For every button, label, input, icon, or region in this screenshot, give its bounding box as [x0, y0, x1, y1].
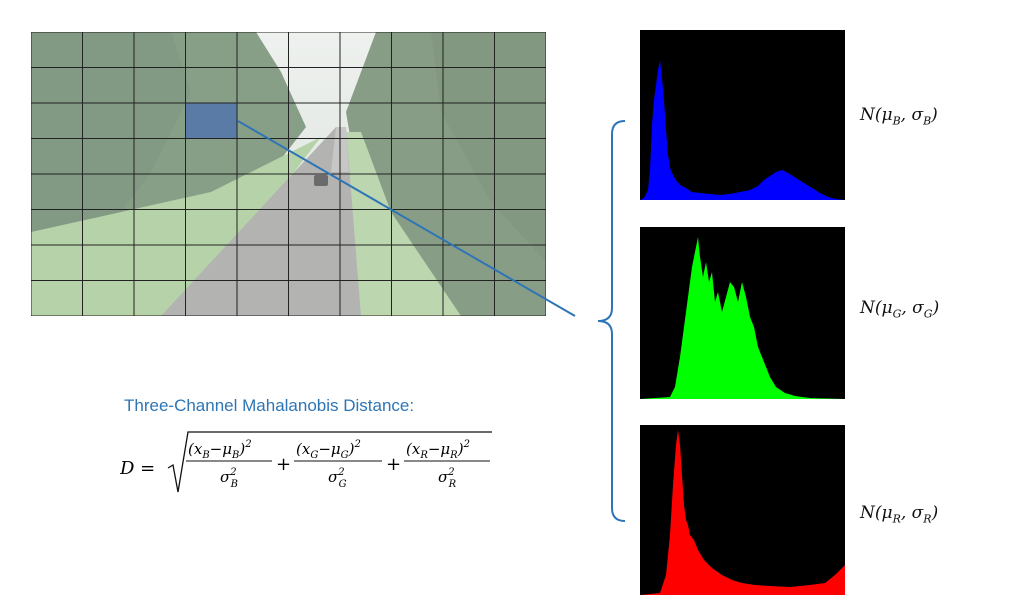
plus-2: + [386, 454, 401, 475]
svg-text:σ2G: σ2 G [328, 467, 347, 490]
formula-lhs: D = [120, 458, 155, 479]
blue-histogram-fill [640, 60, 845, 200]
channel-bracket [597, 120, 626, 522]
svg-text:(xR−μR)2: (xR−μR)2 [406, 439, 470, 461]
green-distribution-label: N(μG, σG) [860, 298, 940, 321]
car [314, 175, 328, 186]
mahalanobis-formula: D = (xB−μB)2 σ2 B + (xG−μG)2 σ2 G + (xR−μR… [119, 430, 500, 510]
red-histogram [640, 425, 845, 595]
left-grass [31, 137, 321, 316]
term-blue: (xB−μB)2 σ2 B [186, 439, 272, 490]
svg-text:(xG−μG)2: (xG−μG)2 [296, 439, 361, 461]
plus-1: + [276, 454, 291, 475]
svg-text:(xB−μB)2: (xB−μB)2 [188, 439, 252, 461]
red-distribution-label: N(μR, σR) [860, 503, 939, 526]
green-histogram-fill [640, 237, 845, 399]
red-histogram-fill [640, 430, 845, 595]
connector-line [237, 120, 576, 317]
road-photo [30, 31, 547, 317]
term-green: (xG−μG)2 σ2 G [294, 439, 382, 490]
radical-sign [167, 431, 492, 493]
blue-distribution-label: N(μB, σB) [860, 105, 938, 128]
term-red: (xR−μR)2 σ2 R [404, 439, 490, 490]
blue-histogram [640, 30, 845, 200]
formula-title: Three-Channel Mahalanobis Distance: [124, 396, 415, 415]
selected-grid-cell [185, 103, 237, 139]
svg-text:σ2R: σ2 R [438, 467, 457, 490]
right-grass [331, 132, 461, 316]
road-photo-grid [30, 31, 547, 317]
svg-text:σ2B: σ2 B [220, 467, 238, 490]
green-histogram [640, 227, 845, 399]
